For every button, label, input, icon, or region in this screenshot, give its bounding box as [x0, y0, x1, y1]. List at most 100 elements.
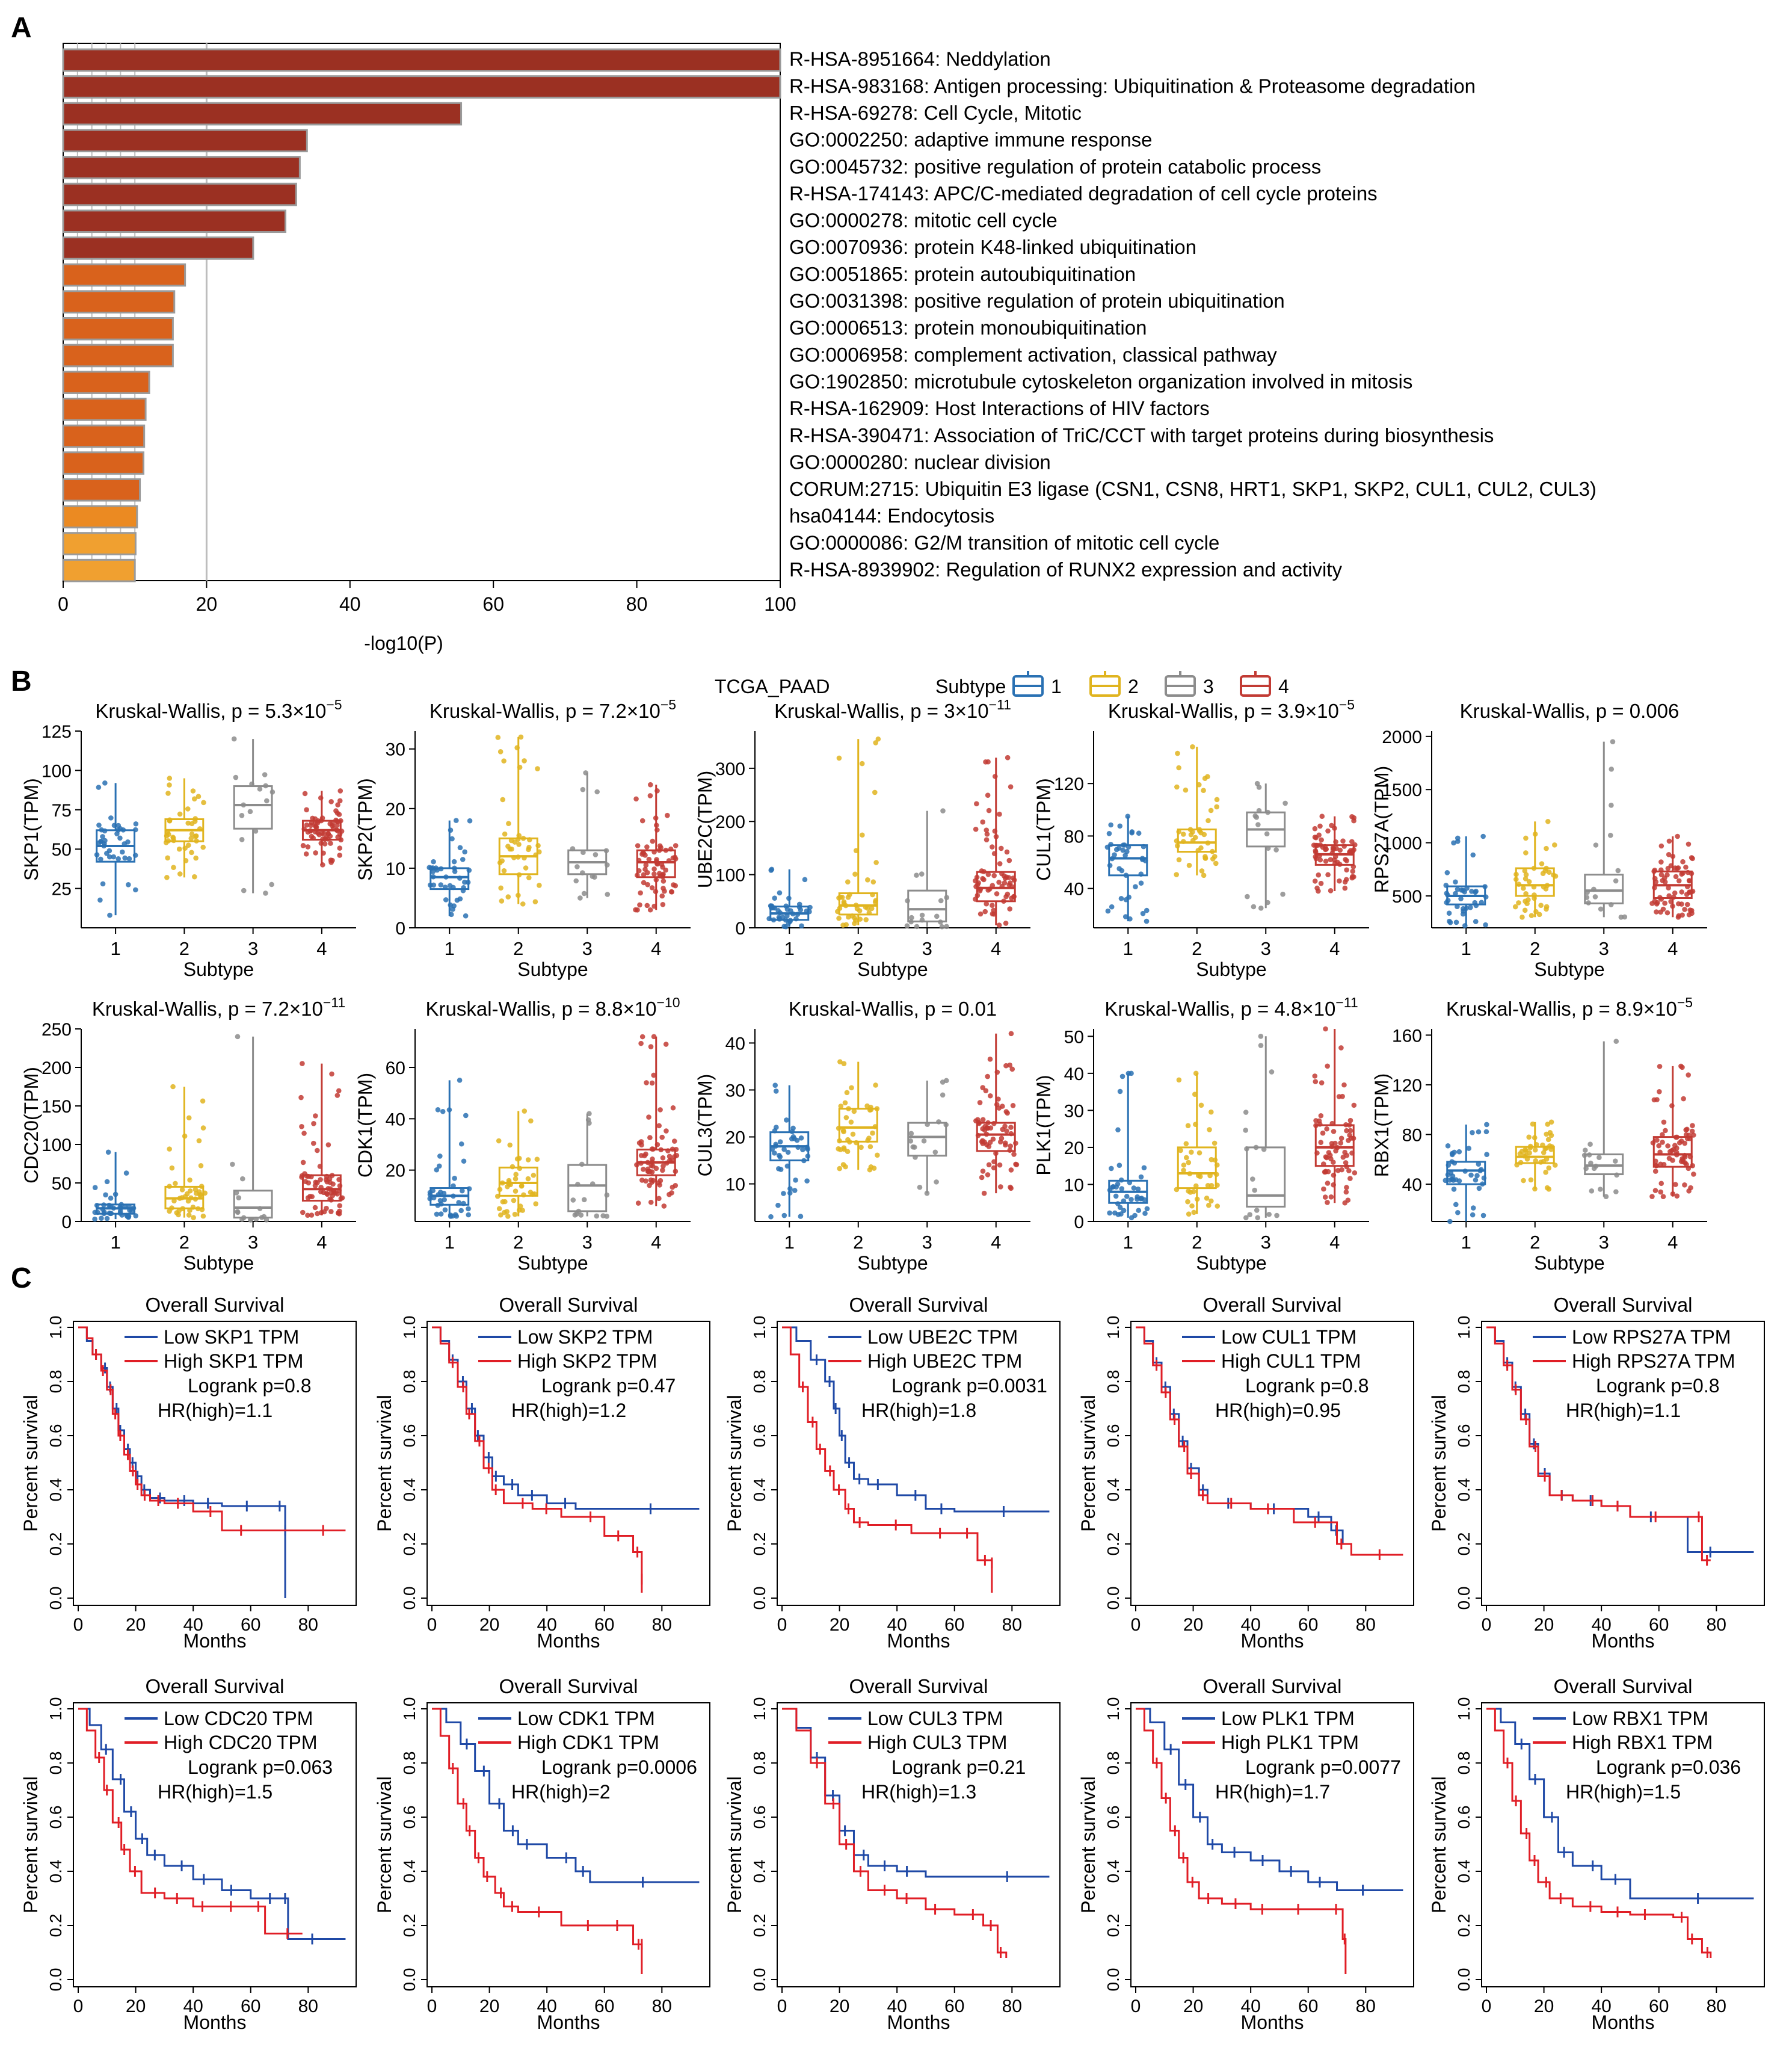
- boxplot-point: [657, 1107, 663, 1113]
- boxplot-point: [784, 1117, 789, 1123]
- boxplot-point: [580, 850, 586, 856]
- boxplot-point: [996, 922, 1002, 928]
- survival-logrank-UBE2C: Logrank p=0.0031: [891, 1375, 1047, 1397]
- survival-y-tick-label: 1.0: [1455, 1316, 1473, 1339]
- boxplot-point: [1472, 900, 1478, 906]
- survival-y-tick-label: 0.4: [46, 1478, 65, 1502]
- boxplot-point: [781, 1212, 787, 1218]
- boxplot-point: [981, 877, 987, 883]
- boxplot-point: [505, 1184, 510, 1190]
- boxplot-point: [789, 1129, 795, 1134]
- boxplot-y-tick-label: 10: [1064, 1175, 1084, 1195]
- boxplot-point: [648, 1162, 654, 1169]
- survival-x-tick-label: 60: [1298, 1615, 1318, 1635]
- boxplot-y-tick-label: 60: [386, 1058, 405, 1078]
- boxplot-point: [201, 800, 206, 806]
- boxplot-point: [1007, 1147, 1013, 1153]
- boxplot-point: [1531, 865, 1537, 871]
- boxplot-point: [850, 1131, 856, 1137]
- boxplot-point: [647, 782, 653, 788]
- boxplot-point: [672, 854, 678, 860]
- boxplot-x-tick-label: 1: [1461, 938, 1471, 959]
- survival-legend-low-SKP2: Low SKP2 TPM: [517, 1326, 653, 1348]
- boxplot-point: [635, 872, 640, 878]
- boxplot-point: [633, 907, 638, 913]
- boxplot-point: [461, 1200, 466, 1206]
- boxplot-point: [189, 831, 195, 837]
- boxplot-point: [1123, 872, 1129, 878]
- boxplot-point: [1116, 845, 1122, 851]
- boxplot-point: [173, 1181, 178, 1187]
- boxplot-point: [1186, 1159, 1192, 1165]
- boxplot-point: [1533, 1142, 1539, 1147]
- boxplot-point: [1212, 1140, 1218, 1146]
- boxplot-point: [1214, 804, 1219, 810]
- boxplot-point: [982, 1139, 987, 1145]
- boxplot-y-tick-label: 250: [42, 1020, 72, 1040]
- boxplot-point: [837, 1138, 842, 1144]
- boxplot-point: [1326, 1150, 1332, 1155]
- boxplot-point: [1124, 1194, 1130, 1199]
- boxplot-point: [1250, 1176, 1255, 1182]
- survival-y-tick-label: 0.4: [1455, 1478, 1473, 1502]
- boxplot-point: [1141, 844, 1147, 850]
- boxplot-point: [1136, 830, 1142, 836]
- boxplot-point: [1523, 876, 1529, 881]
- survival-frame-RPS27A: [1481, 1321, 1765, 1606]
- boxplot-point: [510, 1164, 516, 1170]
- boxplot-point: [992, 829, 998, 834]
- boxplot-point: [1677, 1140, 1683, 1146]
- boxplot-point: [1444, 900, 1450, 906]
- survival-y-tick-label: 0.6: [46, 1424, 65, 1448]
- boxplot-point: [574, 1211, 579, 1217]
- boxplot-point: [1613, 1189, 1619, 1194]
- boxplot-point: [938, 898, 944, 904]
- boxplot-point: [1456, 1149, 1462, 1155]
- survival-y-tick-label: 0.2: [1104, 1914, 1122, 1937]
- boxplot-point: [1180, 832, 1186, 837]
- boxplot-y-axis-label-RBX1: RBX1(TPM): [1371, 1073, 1393, 1177]
- survival-x-tick-label: 80: [1002, 1996, 1022, 2016]
- survival-curve-high-RPS27A: [1486, 1326, 1711, 1561]
- boxplot-point: [654, 788, 660, 794]
- boxplot-point: [1660, 1194, 1666, 1200]
- boxplot-point: [981, 1190, 987, 1196]
- boxplot-point: [1256, 785, 1262, 790]
- boxplot-point: [1201, 788, 1206, 794]
- boxplot-point: [660, 864, 665, 870]
- boxplot-point: [1007, 906, 1012, 912]
- boxplot-point: [1202, 856, 1209, 861]
- boxplot-point: [1674, 1193, 1680, 1199]
- boxplot-point: [1243, 1110, 1249, 1115]
- boxplot-point: [335, 802, 340, 807]
- boxplot-point: [651, 871, 657, 877]
- boxplot-point: [1483, 1129, 1489, 1135]
- boxplot-point: [1107, 863, 1113, 868]
- survival-y-tick-label: 0.8: [1455, 1752, 1473, 1775]
- boxplot-x-tick-label: 2: [1530, 1232, 1540, 1253]
- boxplot-title-exponent-CDC20: −11: [323, 995, 345, 1010]
- boxplot-point: [1690, 1123, 1695, 1128]
- boxplot-point: [1141, 1165, 1147, 1171]
- panel-a-bar-18: [62, 505, 138, 529]
- boxplot-point: [438, 1190, 443, 1195]
- boxplot-point: [104, 1215, 110, 1221]
- boxplot-y-tick-label: 20: [1064, 1138, 1084, 1158]
- boxplot-point: [1115, 1212, 1121, 1217]
- survival-y-axis-label: Percent survival: [1077, 1395, 1099, 1532]
- boxplot-point: [1665, 1143, 1670, 1149]
- boxplot-point: [512, 1211, 518, 1217]
- boxplot-point: [787, 1190, 793, 1196]
- boxplot-point: [1545, 1137, 1551, 1143]
- boxplot-point: [100, 881, 106, 887]
- boxplot-point: [1113, 1193, 1119, 1199]
- boxplot-point: [318, 795, 324, 801]
- boxplot-point: [442, 1207, 448, 1213]
- boxplot-point: [1593, 842, 1599, 848]
- boxplot-point: [92, 1185, 98, 1190]
- boxplot-point: [125, 839, 131, 845]
- boxplot-point: [1322, 1194, 1328, 1200]
- boxplot-point: [1312, 1073, 1318, 1079]
- boxplot-point: [190, 1205, 196, 1210]
- boxplot-point: [793, 916, 799, 922]
